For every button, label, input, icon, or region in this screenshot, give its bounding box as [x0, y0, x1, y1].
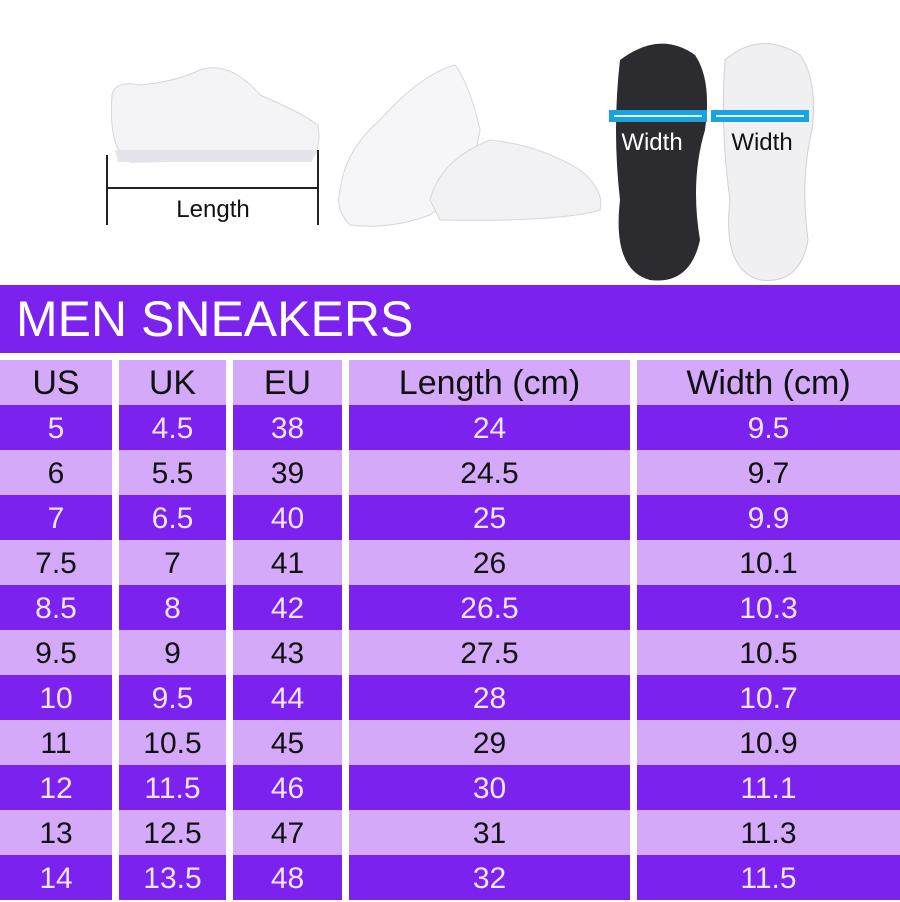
- cell-width: 10.3: [637, 585, 900, 630]
- cell-eu: 48: [233, 855, 342, 900]
- cell-uk: 5.5: [119, 450, 226, 495]
- cell-uk: 9.5: [119, 675, 226, 720]
- cell-us: 13: [0, 810, 112, 855]
- cell-eu: 47: [233, 810, 342, 855]
- header-eu: EU: [233, 360, 342, 405]
- light-sole-image: Width: [711, 43, 814, 281]
- cell-eu: 39: [233, 450, 342, 495]
- cell-us: 5: [0, 405, 112, 450]
- cell-width: 11.1: [637, 765, 900, 810]
- cell-eu: 38: [233, 405, 342, 450]
- table-row: 12 11.5 46 30 11.1: [0, 765, 900, 810]
- cell-eu: 43: [233, 630, 342, 675]
- side-shoe-image: [110, 67, 320, 163]
- cell-length: 32: [349, 855, 630, 900]
- cell-length: 31: [349, 810, 630, 855]
- cell-length: 25: [349, 495, 630, 540]
- front-shoes-image: [338, 64, 602, 227]
- cell-width: 10.7: [637, 675, 900, 720]
- table-row: 7 6.5 40 25 9.9: [0, 495, 900, 540]
- width-label-light: Width: [731, 129, 792, 156]
- header-length: Length (cm): [349, 360, 630, 405]
- cell-uk: 10.5: [119, 720, 226, 765]
- dark-sole-image: Width: [609, 43, 708, 281]
- table-row: 11 10.5 45 29 10.9: [0, 720, 900, 765]
- header-us: US: [0, 360, 112, 405]
- cell-uk: 8: [119, 585, 226, 630]
- cell-length: 26: [349, 540, 630, 585]
- cell-uk: 6.5: [119, 495, 226, 540]
- table-row: 6 5.5 39 24.5 9.7: [0, 450, 900, 495]
- cell-width: 10.1: [637, 540, 900, 585]
- size-table: US UK EU Length (cm) Width (cm) 5 4.5 38 24…: [0, 360, 900, 900]
- cell-eu: 44: [233, 675, 342, 720]
- header-uk: UK: [119, 360, 226, 405]
- cell-eu: 42: [233, 585, 342, 630]
- cell-width: 11.3: [637, 810, 900, 855]
- cell-uk: 9: [119, 630, 226, 675]
- shoe-measurement-illustration: Length Width Width: [0, 0, 900, 285]
- cell-us: 8.5: [0, 585, 112, 630]
- page-title: MEN SNEAKERS: [0, 285, 900, 353]
- length-measure-line: [106, 150, 319, 225]
- cell-length: 26.5: [349, 585, 630, 630]
- table-row: 13 12.5 47 31 11.3: [0, 810, 900, 855]
- table-row: 5 4.5 38 24 9.5: [0, 405, 900, 450]
- cell-eu: 45: [233, 720, 342, 765]
- cell-uk: 13.5: [119, 855, 226, 900]
- cell-us: 11: [0, 720, 112, 765]
- cell-width: 10.5: [637, 630, 900, 675]
- length-label: Length: [176, 196, 249, 223]
- cell-uk: 12.5: [119, 810, 226, 855]
- table-row: 9.5 9 43 27.5 10.5: [0, 630, 900, 675]
- table-row: 8.5 8 42 26.5 10.3: [0, 585, 900, 630]
- cell-width: 10.9: [637, 720, 900, 765]
- cell-us: 6: [0, 450, 112, 495]
- cell-us: 7: [0, 495, 112, 540]
- cell-width: 9.7: [637, 450, 900, 495]
- header-width: Width (cm): [637, 360, 900, 405]
- shoe-images: Length Width Width: [106, 43, 814, 281]
- cell-length: 27.5: [349, 630, 630, 675]
- cell-width: 11.5: [637, 855, 900, 900]
- cell-length: 29: [349, 720, 630, 765]
- cell-us: 14: [0, 855, 112, 900]
- width-label-dark: Width: [621, 129, 682, 156]
- cell-width: 9.9: [637, 495, 900, 540]
- table-row: 14 13.5 48 32 11.5: [0, 855, 900, 900]
- cell-width: 9.5: [637, 405, 900, 450]
- cell-us: 9.5: [0, 630, 112, 675]
- table-row: 10 9.5 44 28 10.7: [0, 675, 900, 720]
- cell-uk: 7: [119, 540, 226, 585]
- cell-length: 28: [349, 675, 630, 720]
- cell-us: 12: [0, 765, 112, 810]
- cell-uk: 4.5: [119, 405, 226, 450]
- cell-eu: 41: [233, 540, 342, 585]
- cell-us: 7.5: [0, 540, 112, 585]
- cell-eu: 46: [233, 765, 342, 810]
- cell-eu: 40: [233, 495, 342, 540]
- cell-uk: 11.5: [119, 765, 226, 810]
- cell-length: 24.5: [349, 450, 630, 495]
- table-row: 7.5 7 41 26 10.1: [0, 540, 900, 585]
- cell-length: 24: [349, 405, 630, 450]
- cell-length: 30: [349, 765, 630, 810]
- table-header-row: US UK EU Length (cm) Width (cm): [0, 360, 900, 405]
- cell-us: 10: [0, 675, 112, 720]
